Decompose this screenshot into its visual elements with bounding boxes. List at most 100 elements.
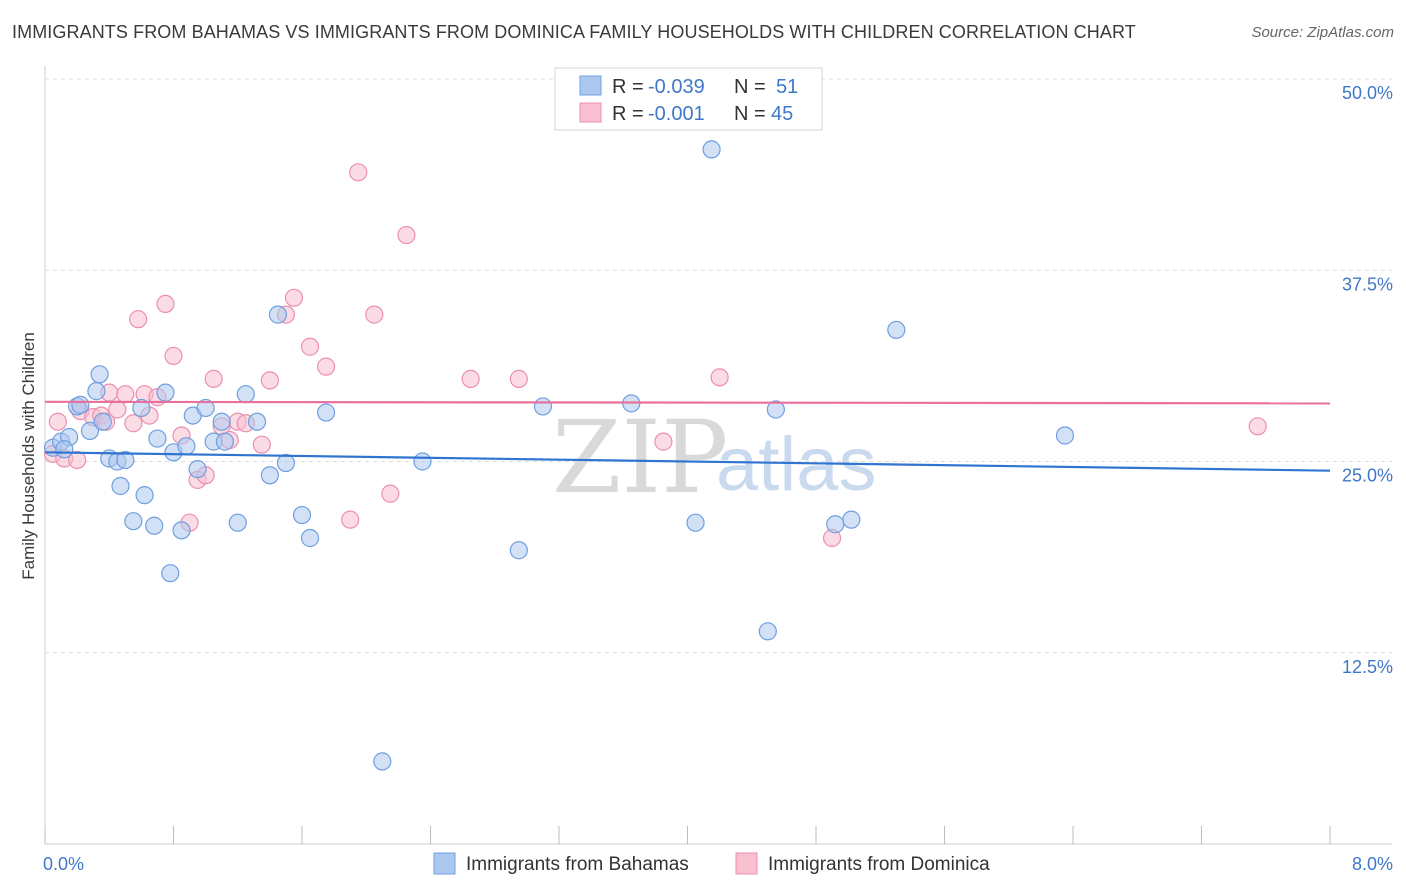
bahamas-point (758, 622, 777, 641)
bahamas-point (766, 400, 785, 419)
legend-n-value-dominica: 45 (771, 103, 793, 125)
bahamas-point (260, 466, 279, 485)
legend-n-value-bahamas: 51 (776, 76, 798, 98)
bahamas-point (215, 432, 234, 451)
dominica-point (654, 432, 673, 451)
bahamas-point (292, 505, 312, 525)
dominica-point (68, 450, 87, 470)
bahamas-point (887, 320, 906, 340)
bahamas-point (228, 513, 247, 532)
series-legend: Immigrants from Bahamas Immigrants from … (433, 852, 990, 875)
bahamas-point (124, 512, 143, 531)
bahamas-point (247, 412, 267, 431)
legend-n-label-dominica: N = (734, 103, 766, 125)
source-label: Source: ZipAtlas.com (1251, 24, 1394, 41)
dominica-point (108, 400, 127, 419)
watermark-zip: ZIP (552, 399, 728, 516)
dominica-point (48, 412, 67, 431)
legend-r-label-bahamas: R = (612, 76, 644, 98)
correlation-legend: R = -0.039 N = 51 R = -0.001 N = 45 (554, 67, 823, 131)
dominica-trend-line (44, 400, 1331, 405)
x-tick-labels: 0.0% 8.0% (43, 854, 1393, 874)
bahamas-points (43, 140, 1075, 771)
x-tick-label: 0.0% (43, 854, 84, 874)
bahamas-point (276, 453, 296, 473)
bahamas-point (90, 365, 109, 384)
bahamas-point (71, 395, 90, 414)
bahamas-point (300, 528, 320, 548)
y-tick-label: 37.5% (1342, 274, 1393, 294)
bahamas-point (177, 437, 196, 456)
bahamas-point (316, 403, 336, 422)
bahamas-point (268, 305, 288, 324)
legend-swatch-bahamas (579, 75, 602, 96)
legend-n-label-bahamas: N = (734, 76, 766, 98)
bottom-legend-dominica: Immigrants from Dominica (768, 854, 990, 875)
dominica-point (397, 225, 416, 245)
legend-r-value-bahamas: -0.039 (648, 76, 705, 98)
bahamas-point (826, 515, 845, 534)
bahamas-point (161, 564, 180, 583)
dominica-point (341, 510, 360, 529)
bahamas-point (132, 398, 151, 418)
bahamas-point (111, 476, 130, 496)
dominica-point (349, 163, 368, 182)
dominica-point (381, 484, 400, 503)
bahamas-point (702, 140, 721, 159)
bahamas-point (686, 513, 705, 532)
dominica-point (1248, 417, 1267, 436)
bottom-legend-bahamas: Immigrants from Bahamas (466, 854, 689, 875)
y-axis-label: Family Households with Children (19, 332, 38, 580)
dominica-point (316, 357, 336, 376)
bahamas-point (196, 398, 215, 418)
dominica-points (43, 163, 1267, 548)
legend-r-value-dominica: -0.001 (648, 103, 705, 125)
grid-lines (45, 78, 1392, 654)
legend-swatch-dominica (579, 102, 602, 123)
bahamas-point (80, 421, 100, 440)
bahamas-point (93, 412, 112, 431)
bahamas-point (156, 383, 175, 402)
bahamas-point (533, 397, 553, 416)
bahamas-point (236, 385, 255, 404)
dominica-point (284, 288, 304, 307)
y-tick-label: 50.0% (1342, 83, 1393, 103)
bahamas-point (116, 450, 135, 470)
dominica-point (156, 294, 175, 314)
y-tick-label: 25.0% (1342, 466, 1393, 486)
bahamas-point (373, 752, 392, 771)
dominica-point (300, 337, 320, 356)
dominica-point (164, 346, 183, 366)
bottom-legend-swatch-dominica (735, 852, 758, 875)
dominica-point (116, 385, 135, 404)
bahamas-point (188, 460, 207, 479)
bahamas-trend-line (44, 451, 1331, 472)
dominica-point (365, 305, 384, 324)
bahamas-point (1055, 426, 1075, 445)
dominica-point (461, 369, 480, 388)
x-tick-label: 8.0% (1352, 854, 1393, 874)
dominica-point (129, 310, 148, 329)
dominica-point (204, 369, 223, 388)
bahamas-point (145, 516, 164, 535)
y-tick-labels: 12.5% 25.0% 37.5% 50.0% (1342, 83, 1393, 677)
bahamas-point (212, 412, 231, 431)
bahamas-point (55, 440, 74, 459)
bottom-legend-swatch-bahamas (433, 852, 456, 875)
bahamas-point (135, 486, 154, 505)
chart-title: IMMIGRANTS FROM BAHAMAS VS IMMIGRANTS FR… (12, 22, 1136, 42)
y-tick-label: 12.5% (1342, 657, 1393, 677)
bahamas-point (413, 452, 432, 471)
dominica-point (509, 369, 528, 388)
trend-lines (44, 400, 1331, 472)
dominica-point (260, 371, 279, 390)
legend-r-label-dominica: R = (612, 103, 644, 125)
dominica-point (252, 435, 271, 454)
dominica-point (124, 414, 143, 433)
bahamas-point (148, 429, 167, 448)
bahamas-point (842, 510, 861, 529)
bahamas-point (509, 541, 528, 560)
dominica-point (710, 368, 729, 387)
bahamas-point (172, 521, 191, 540)
